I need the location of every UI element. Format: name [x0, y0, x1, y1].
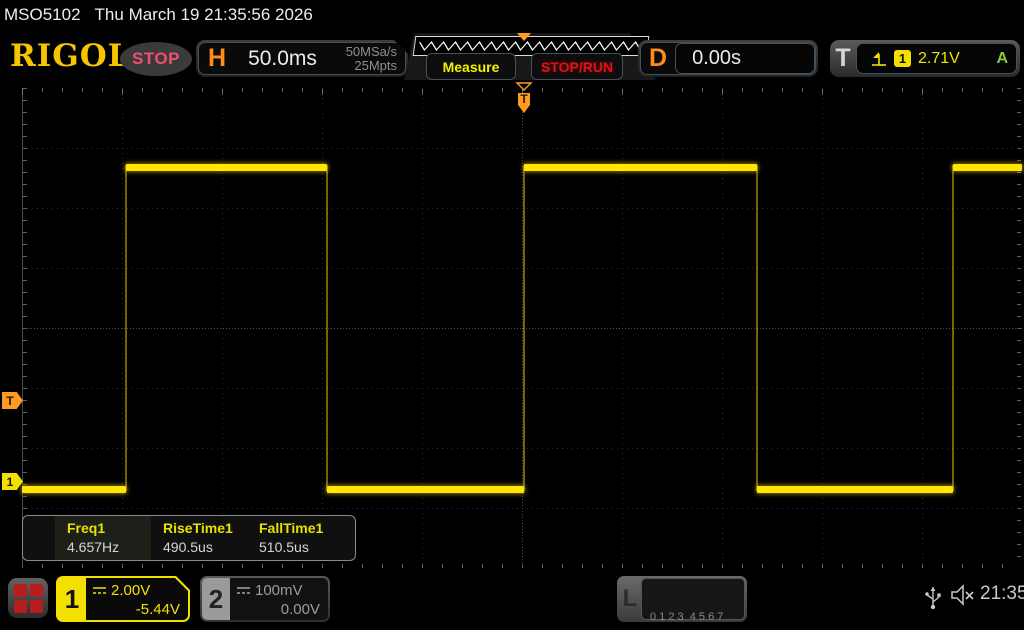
- preview-zigzag-trace: [419, 41, 641, 51]
- trigger-slope-icon: [872, 51, 886, 66]
- gridline-horizontal: [22, 448, 1022, 449]
- channel2-scale: 100mV: [255, 582, 303, 599]
- digital-label: L: [622, 585, 638, 612]
- timebase-value: 50.0ms: [248, 46, 317, 70]
- gridline-horizontal: [22, 148, 1022, 149]
- gridline-horizontal: [22, 328, 1022, 329]
- gridline-horizontal: [22, 508, 1022, 509]
- channel2-offset: 0.00V: [280, 601, 320, 618]
- top-status-bar: MSO5102 Thu March 19 21:35:56 2026: [0, 0, 1024, 30]
- measurement-value: 490.5us: [163, 539, 213, 555]
- memory-depth: 25Mpts: [354, 57, 397, 73]
- measurement-value: 4.657Hz: [67, 539, 120, 555]
- bottom-bar: 1 2.00V -5.44V 2: [0, 570, 1024, 630]
- waveform-preview[interactable]: [412, 36, 650, 56]
- trigger-label: T: [835, 44, 851, 72]
- rigol-logo: RIGOL: [10, 38, 131, 74]
- delay-settings-box[interactable]: D 0.00s: [638, 40, 818, 77]
- waveform-segment: [126, 164, 327, 171]
- waveform-edge: [952, 165, 954, 491]
- horizontal-settings-box[interactable]: H 50.0ms 50MSa/s 25Mpts: [196, 40, 408, 77]
- channel1-offset: -5.44V: [135, 601, 180, 618]
- gridline-horizontal: [22, 208, 1022, 209]
- horizontal-label: H: [208, 44, 227, 72]
- usb-icon: [925, 587, 941, 610]
- delay-label: D: [649, 44, 668, 72]
- sample-rate: 50MSa/s: [345, 43, 397, 59]
- waveform-segment: [22, 486, 126, 493]
- gridline-horizontal: [22, 268, 1022, 269]
- measurement-name: Freq1: [67, 520, 106, 536]
- measurement-name: FallTime1: [259, 520, 324, 536]
- channel1-ground-marker[interactable]: 1: [2, 473, 23, 490]
- preview-trigger-position-icon: [517, 33, 531, 41]
- stop-run-button[interactable]: STOP/RUN: [531, 53, 623, 80]
- waveform-segment: [757, 486, 953, 493]
- channel2-number: 2: [202, 578, 230, 620]
- acquisition-status-badge: STOP: [120, 42, 192, 76]
- waveform-display[interactable]: T T 1: [0, 82, 1024, 570]
- dc-coupling-icon: [92, 586, 107, 595]
- waveform-segment: [524, 164, 757, 171]
- digital-row1: 0 1 2 3 4 5 6 7: [650, 611, 724, 623]
- measurement-freq: Freq1 4.657Hz: [55, 516, 151, 560]
- measurement-risetime: RiseTime1 490.5us: [151, 516, 247, 560]
- digital-channels-box[interactable]: L 0 1 2 3 4 5 6 7 8 9 1011 12131415: [617, 576, 747, 623]
- clock: 21:35: [980, 583, 1024, 604]
- trigger-mode: A: [996, 49, 1008, 67]
- channel1-number: 1: [58, 578, 86, 620]
- display-menu-icon[interactable]: [8, 578, 48, 618]
- trigger-source-badge: 1: [894, 50, 911, 67]
- waveform-segment: [953, 164, 1022, 171]
- measurement-name: RiseTime1: [163, 520, 233, 536]
- measurement-falltime: FallTime1 510.5us: [247, 516, 343, 560]
- channel1-scale: 2.00V: [111, 582, 151, 599]
- model-name: MSO5102: [4, 5, 81, 24]
- gridline-horizontal: [22, 388, 1022, 389]
- trigger-position-marker[interactable]: T: [515, 82, 533, 114]
- waveform-edge: [326, 165, 328, 491]
- trigger-level-value: 2.71V: [918, 49, 960, 67]
- channel2-badge[interactable]: 2 100mV 0.00V: [200, 576, 330, 622]
- datetime: Thu March 19 21:35:56 2026: [94, 5, 313, 24]
- waveform-edge: [523, 165, 525, 491]
- measurement-panel[interactable]: Freq1 4.657Hz RiseTime1 490.5us FallTime…: [22, 515, 356, 561]
- channel1-badge[interactable]: 1 2.00V -5.44V: [56, 576, 190, 622]
- waveform-edge: [756, 165, 758, 491]
- speaker-muted-icon: [951, 584, 974, 606]
- svg-text:T: T: [520, 92, 528, 106]
- measurement-value: 510.5us: [259, 539, 309, 555]
- delay-value: 0.00s: [675, 43, 815, 74]
- dc-coupling-icon: [237, 587, 250, 594]
- waveform-segment: [327, 486, 524, 493]
- measure-button[interactable]: Measure: [426, 53, 516, 80]
- trigger-settings-box[interactable]: T 1 2.71V A: [830, 40, 1020, 77]
- waveform-edge: [125, 165, 127, 491]
- trigger-level-marker[interactable]: T: [2, 392, 23, 409]
